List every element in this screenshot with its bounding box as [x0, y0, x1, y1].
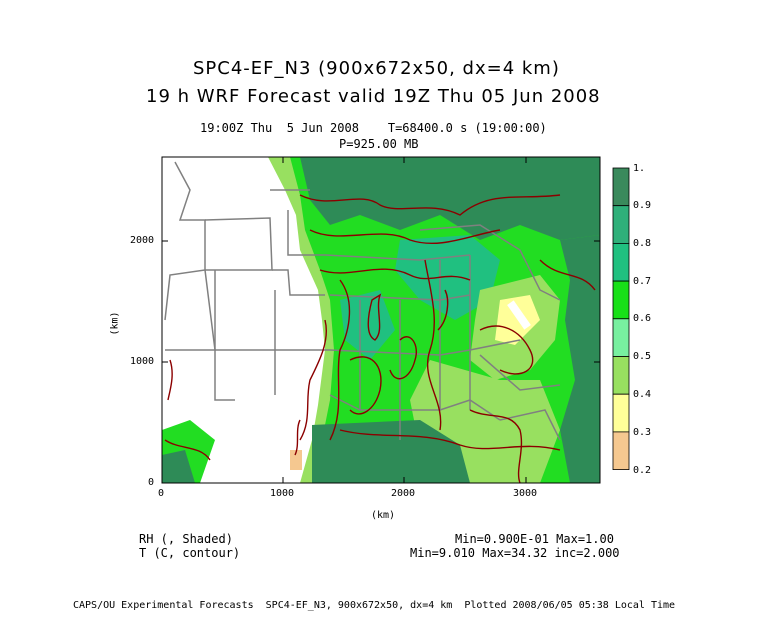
colorbar: [612, 167, 630, 470]
colorbar-box: [612, 205, 630, 244]
temperature-contours: [164, 194, 596, 483]
y-tick-0: 0: [148, 477, 155, 488]
time-line: 19:00Z Thu 5 Jun 2008 T=68400.0 s (19:00…: [200, 121, 547, 135]
colorbar-label-0.2: 0.2: [633, 465, 652, 476]
colorbar-box: [612, 167, 630, 207]
colorbar-box: [612, 393, 630, 433]
legend-field-rh: RH (, Shaded): [139, 532, 233, 546]
plot-frame: [161, 156, 601, 484]
x-tick-1000: 1000: [270, 488, 295, 499]
x-axis-label: (km): [371, 510, 396, 521]
colorbar-label-0.6: 0.6: [633, 313, 652, 324]
colorbar-label-0.8: 0.8: [633, 238, 652, 249]
y-tick-2000: 2000: [130, 235, 155, 246]
colorbar-label-1: 1.: [633, 163, 646, 174]
title-line-2: 19 h WRF Forecast valid 19Z Thu 05 Jun 2…: [146, 86, 601, 107]
footer-credit: CAPS/OU Experimental Forecasts SPC4-EF_N…: [73, 600, 676, 611]
y-tick-1000: 1000: [130, 356, 155, 367]
colorbar-label-0.5: 0.5: [633, 351, 652, 362]
colorbar-box: [612, 280, 630, 320]
legend-stats-t: Min=9.010 Max=34.32 inc=2.000: [410, 546, 620, 560]
x-tick-3000: 3000: [513, 488, 538, 499]
colorbar-label-0.3: 0.3: [633, 427, 652, 438]
title-line-1: SPC4-EF_N3 (900x672x50, dx=4 km): [193, 58, 560, 79]
x-tick-0: 0: [158, 488, 165, 499]
x-tick-2000: 2000: [391, 488, 416, 499]
colorbar-box: [612, 356, 630, 395]
colorbar-box: [612, 318, 630, 357]
colorbar-box: [612, 431, 630, 470]
level-line: P=925.00 MB: [339, 137, 419, 151]
y-axis-ticks: [162, 240, 600, 484]
state-borders: [164, 161, 561, 441]
colorbar-box: [612, 242, 630, 282]
y-axis-label: (km): [109, 311, 121, 336]
colorbar-label-0.7: 0.7: [633, 276, 652, 287]
x-axis-ticks: [161, 157, 527, 483]
legend-stats-rh: Min=0.900E-01 Max=1.00: [455, 532, 614, 546]
colorbar-label-0.4: 0.4: [633, 389, 652, 400]
colorbar-label-0.9: 0.9: [633, 200, 652, 211]
legend-field-t: T (C, contour): [139, 546, 241, 560]
